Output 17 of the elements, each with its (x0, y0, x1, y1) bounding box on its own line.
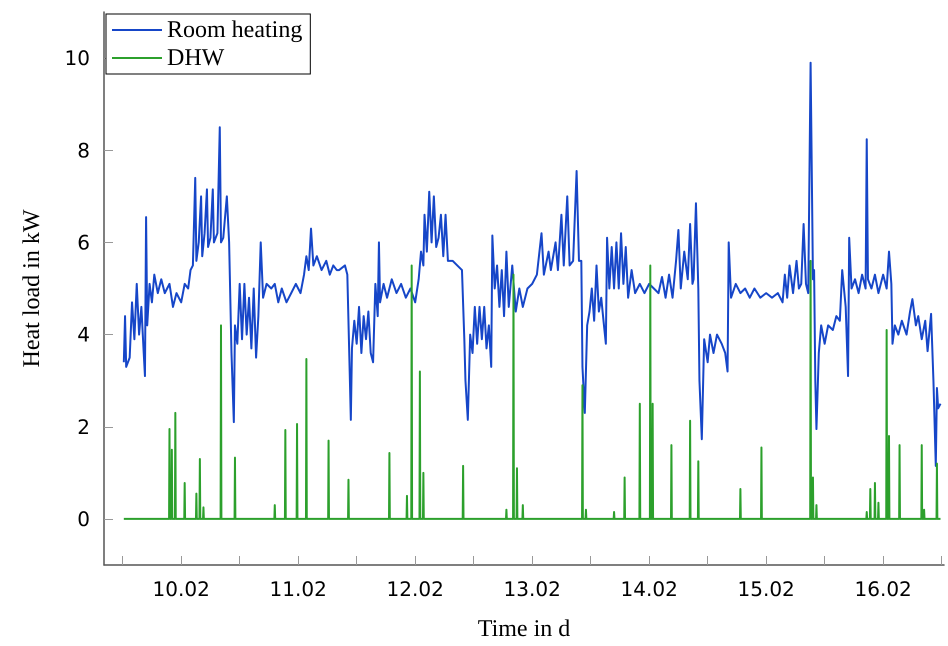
legend-label: DHW (167, 45, 225, 71)
x-tick-label: 11.02 (270, 577, 327, 601)
y-tick-label: 4 (77, 322, 90, 347)
x-tick-label: 13.02 (504, 577, 561, 601)
x-tick-label: 15.02 (738, 577, 795, 601)
y-tick-label: 10 (64, 46, 90, 70)
x-tick-label: 16.02 (854, 577, 912, 601)
x-axis-title: Time in d (478, 616, 570, 642)
y-tick-label: 6 (77, 230, 90, 254)
legend-label: Room heating (167, 17, 302, 43)
x-tick-label: 12.02 (386, 577, 444, 601)
x-tick-label: 14.02 (620, 577, 678, 601)
x-tick-label: 10.02 (152, 577, 210, 601)
y-axis-title: Heat load in kW (19, 209, 45, 368)
y-tick-label: 2 (77, 414, 90, 439)
y-tick-label: 0 (77, 506, 90, 531)
y-tick-label: 8 (77, 138, 90, 162)
